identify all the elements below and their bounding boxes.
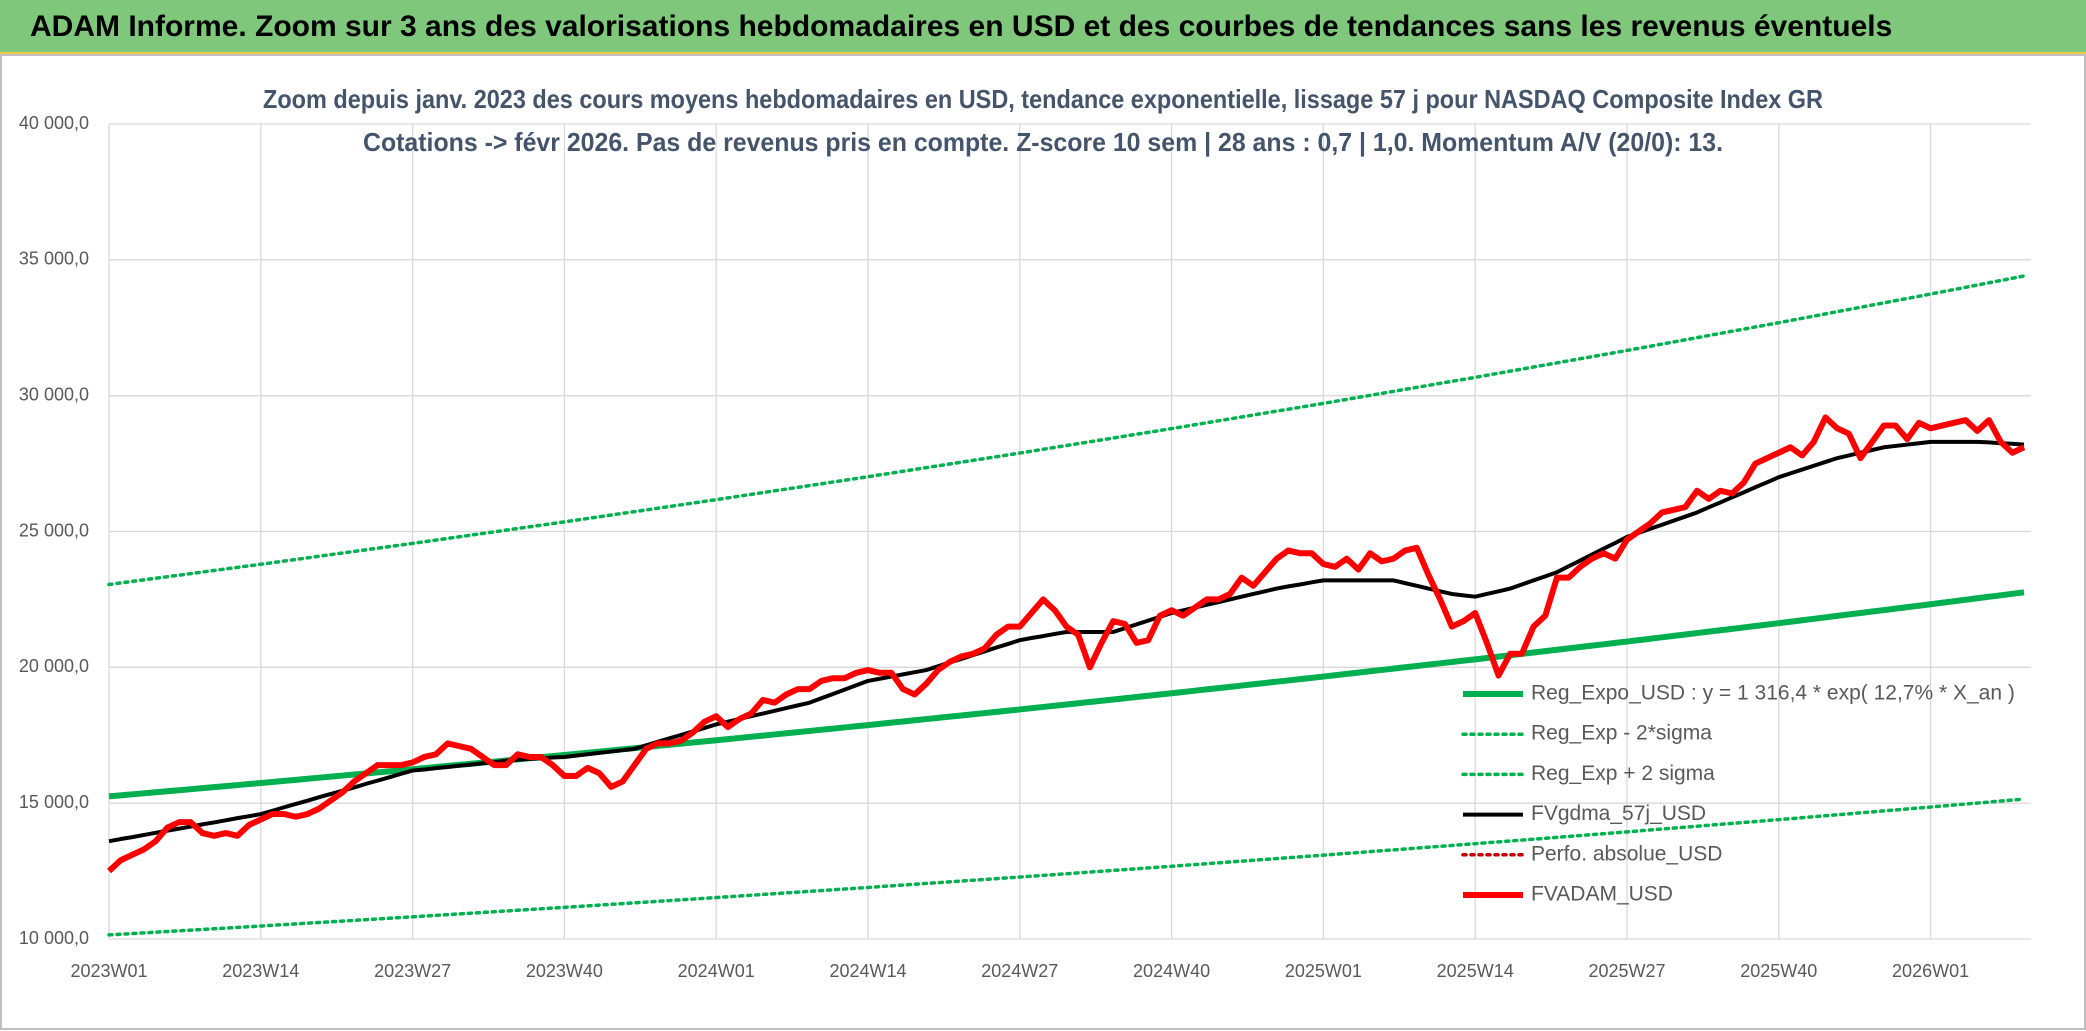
x-tick-label: 2026W01: [1892, 961, 1969, 981]
legend-label: Reg_Expo_USD : y = 1 316,4 * exp( 12,7% …: [1531, 682, 2015, 705]
y-tick-label: 40 000,0: [19, 113, 89, 133]
y-tick-label: 35 000,0: [19, 249, 89, 269]
x-tick-label: 2025W40: [1740, 961, 1817, 981]
data-line: [106, 414, 2026, 874]
legend-label: FVADAM_USD: [1531, 883, 1673, 906]
legend-label: Perfo. absolue_USD: [1531, 842, 1722, 865]
x-tick-label: 2023W14: [222, 961, 299, 981]
legend-label: Reg_Exp - 2*sigma: [1531, 722, 1712, 745]
y-tick-label: 10 000,0: [19, 928, 89, 948]
data-line: [108, 439, 2025, 844]
chart-subtitle: Cotations -> févr 2026. Pas de revenus p…: [363, 127, 1723, 157]
x-tick-label: 2025W14: [1437, 961, 1514, 981]
header-band: [0, 0, 2086, 54]
plot-area: [106, 123, 2031, 940]
x-tick-label: 2023W27: [374, 961, 451, 981]
x-tick-label: 2025W27: [1588, 961, 1665, 981]
y-tick-label: 20 000,0: [19, 656, 89, 676]
data-line: [107, 797, 2026, 937]
y-tick-label: 15 000,0: [19, 792, 89, 812]
x-tick-label: 2024W27: [981, 961, 1058, 981]
y-tick-label: 30 000,0: [19, 384, 89, 404]
header-rule: [0, 52, 2086, 55]
data-line: [107, 274, 2026, 587]
header-title: ADAM Informe. Zoom sur 3 ans des valoris…: [30, 10, 1892, 43]
legend-label: Reg_Exp + 2 sigma: [1531, 762, 1715, 785]
x-tick-label: 2024W01: [678, 961, 755, 981]
x-tick-label: 2025W01: [1285, 961, 1362, 981]
x-tick-label: 2024W14: [829, 961, 906, 981]
chart-frame: [0, 54, 2086, 1030]
chart-title: Zoom depuis janv. 2023 des cours moyens …: [263, 84, 1823, 114]
x-tick-label: 2023W40: [526, 961, 603, 981]
legend: Reg_Expo_USD : y = 1 316,4 * exp( 12,7% …: [1461, 682, 2015, 906]
x-tick-label: 2024W40: [1133, 961, 1210, 981]
y-tick-label: 25 000,0: [19, 520, 89, 540]
x-tick-label: 2023W01: [70, 961, 147, 981]
legend-label: FVgdma_57j_USD: [1531, 802, 1706, 825]
